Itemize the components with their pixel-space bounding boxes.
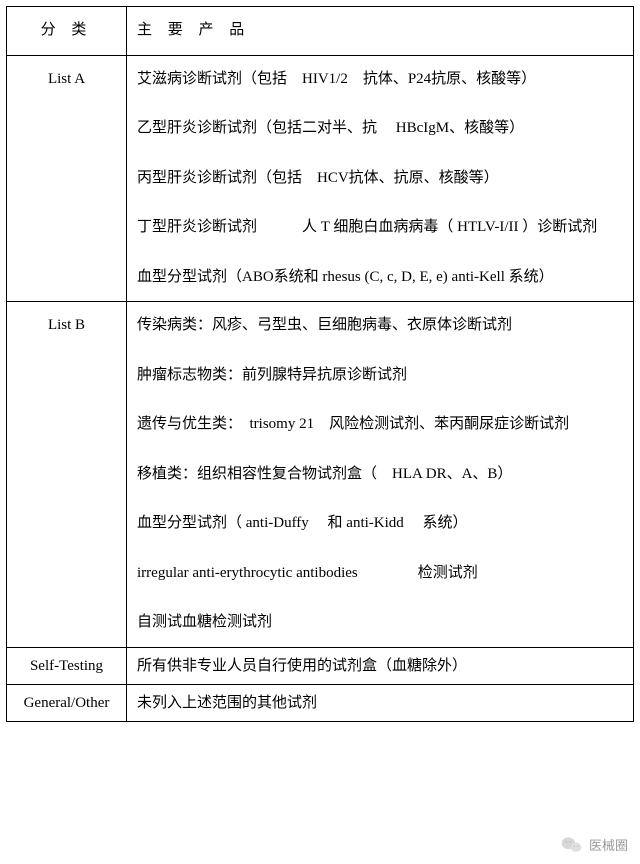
product-classification-table-wrap: 分 类 主 要 产 品 List A 艾滋病诊断试剂（包括 HIV1/2 抗体、…: [0, 0, 640, 728]
watermark: 医械圈: [561, 835, 628, 854]
watermark-text: 医械圈: [589, 835, 628, 854]
category-cell: List B: [7, 302, 127, 648]
products-cell: 所有供非专业人员自行使用的试剂盒（血糖除外）: [127, 647, 634, 684]
product-paragraph: 乙型肝炎诊断试剂（包括二对半、抗 HBcIgM、核酸等）: [137, 113, 623, 145]
table-header-row: 分 类 主 要 产 品: [7, 7, 634, 56]
product-paragraph: 血型分型试剂（ABO系统和 rhesus (C, c, D, E, e) ant…: [137, 262, 623, 294]
product-paragraph: 移植类：组织相容性复合物试剂盒（ HLA DR、A、B）: [137, 459, 623, 491]
header-category: 分 类: [7, 7, 127, 56]
product-paragraph: 艾滋病诊断试剂（包括 HIV1/2 抗体、P24抗原、核酸等）: [137, 64, 623, 96]
product-paragraph: 传染病类：风疹、弓型虫、巨细胞病毒、衣原体诊断试剂: [137, 310, 623, 342]
category-cell: Self-Testing: [7, 647, 127, 684]
products-cell: 传染病类：风疹、弓型虫、巨细胞病毒、衣原体诊断试剂 肿瘤标志物类：前列腺特异抗原…: [127, 302, 634, 648]
products-cell: 未列入上述范围的其他试剂: [127, 684, 634, 721]
table-row: List A 艾滋病诊断试剂（包括 HIV1/2 抗体、P24抗原、核酸等） 乙…: [7, 55, 634, 302]
table-row: List B 传染病类：风疹、弓型虫、巨细胞病毒、衣原体诊断试剂 肿瘤标志物类：…: [7, 302, 634, 648]
product-paragraph: irregular anti-erythrocytic antibodies 检…: [137, 558, 623, 590]
product-classification-table: 分 类 主 要 产 品 List A 艾滋病诊断试剂（包括 HIV1/2 抗体、…: [6, 6, 634, 722]
table-row: General/Other 未列入上述范围的其他试剂: [7, 684, 634, 721]
category-cell: List A: [7, 55, 127, 302]
product-paragraph: 丙型肝炎诊断试剂（包括 HCV抗体、抗原、核酸等）: [137, 163, 623, 195]
table-body: List A 艾滋病诊断试剂（包括 HIV1/2 抗体、P24抗原、核酸等） 乙…: [7, 55, 634, 721]
product-paragraph: 血型分型试剂（ anti-Duffy 和 anti-Kidd 系统）: [137, 508, 623, 540]
product-paragraph: 遗传与优生类： trisomy 21 风险检测试剂、苯丙酮尿症诊断试剂: [137, 409, 623, 441]
table-row: Self-Testing 所有供非专业人员自行使用的试剂盒（血糖除外）: [7, 647, 634, 684]
category-cell: General/Other: [7, 684, 127, 721]
product-paragraph: 丁型肝炎诊断试剂 人 T 细胞白血病病毒（ HTLV-I/II ）诊断试剂: [137, 212, 623, 244]
products-cell: 艾滋病诊断试剂（包括 HIV1/2 抗体、P24抗原、核酸等） 乙型肝炎诊断试剂…: [127, 55, 634, 302]
header-products: 主 要 产 品: [127, 7, 634, 56]
product-paragraph: 肿瘤标志物类：前列腺特异抗原诊断试剂: [137, 360, 623, 392]
wechat-icon: [561, 836, 583, 854]
product-paragraph: 自测试血糖检测试剂: [137, 607, 623, 639]
